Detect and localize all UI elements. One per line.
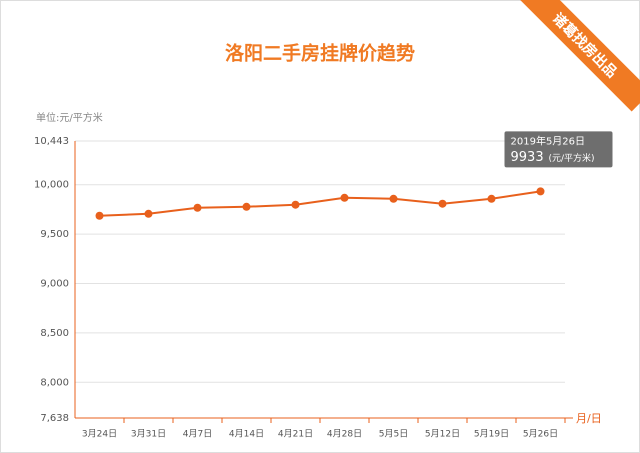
point	[144, 209, 153, 218]
y-tick-label: 9,500	[40, 229, 69, 240]
tooltip-date: 2019年5月26日	[511, 134, 586, 147]
y-tick-label: 7,638	[40, 413, 69, 424]
x-tick-label: 3月31日	[131, 429, 166, 440]
y-tick-label: 10,000	[34, 180, 69, 191]
point	[536, 187, 545, 196]
x-tick-label: 3月24日	[82, 429, 117, 440]
x-axis-label: 月/日	[576, 412, 602, 425]
x-tick-label: 4月14日	[229, 429, 264, 440]
banner-bg	[518, 0, 640, 112]
point	[242, 202, 251, 211]
point	[438, 199, 447, 208]
x-tick-label: 4月21日	[278, 429, 313, 440]
y-axis-label: 单位:元/平方米	[36, 111, 103, 124]
y-tick-label: 10,443	[34, 136, 69, 147]
point	[487, 194, 496, 203]
y-tick-label: 8,000	[40, 377, 69, 388]
tooltip-bg	[504, 131, 613, 168]
tooltip: 2019年5月26日 9933 (元/平方米)	[504, 131, 613, 168]
x-tick-label: 5月26日	[523, 429, 558, 440]
y-tick-label: 8,500	[40, 328, 69, 339]
x-tick-label: 5月5日	[379, 429, 408, 440]
tooltip-value: 9933	[511, 150, 544, 165]
point	[340, 193, 349, 202]
y-tick-label: 9,000	[40, 278, 69, 289]
x-tick-label: 5月19日	[474, 429, 509, 440]
point	[389, 194, 398, 203]
x-tick-label: 4月28日	[327, 429, 362, 440]
x-tick-label: 5月12日	[425, 429, 460, 440]
point	[95, 211, 104, 220]
chart-title: 洛阳二手房挂牌价趋势	[225, 42, 415, 65]
x-tick-label: 4月7日	[183, 429, 212, 440]
line	[99, 190, 541, 217]
point	[193, 203, 202, 212]
point	[291, 200, 300, 209]
tooltip-unit: (元/平方米)	[549, 152, 595, 164]
